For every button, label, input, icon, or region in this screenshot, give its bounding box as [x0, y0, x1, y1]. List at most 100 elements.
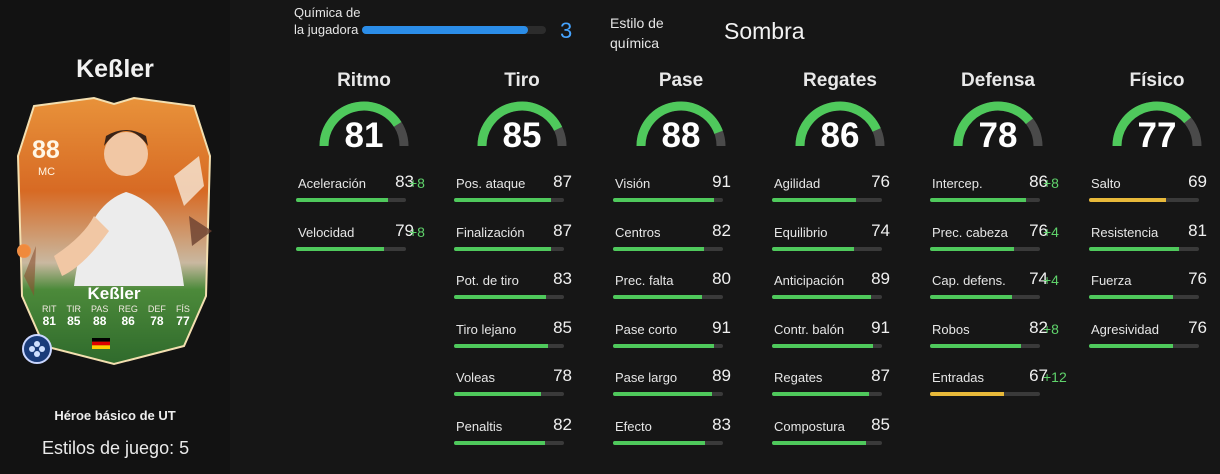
stat-list: Aceleración 83 +8 Velocidad 79 +8 [294, 172, 434, 271]
stat-list: Visión 91 Centros 82 Prec. falta 80 Pase corto… [611, 172, 751, 465]
stat-bar-fill [454, 198, 551, 202]
playstyles-count[interactable]: Estilos de juego: 5 [42, 438, 190, 458]
stat-bar-fill [1089, 198, 1166, 202]
stat-bar [772, 198, 882, 202]
stat-bar-fill [613, 392, 712, 396]
stat-row: Anticipación 89 [770, 269, 910, 320]
card-stat: DEF 78 [148, 304, 166, 328]
stat-value: 76 [1188, 317, 1207, 337]
stat-row: Agresividad 76 [1087, 317, 1220, 369]
stat-bar-fill [930, 295, 1013, 299]
stat-bar-fill [613, 343, 715, 348]
stat-value: 91 [712, 317, 731, 337]
stat-name: Efecto [615, 418, 652, 434]
stat-value: 82 [712, 220, 731, 240]
stat-group-value: 78 [978, 116, 1018, 155]
card-rating: 88 [32, 136, 60, 164]
stat-value: 76 [1029, 220, 1048, 240]
card-stat: REG 86 [118, 304, 138, 328]
stat-bar [772, 295, 882, 299]
stat-row: Regates 87 [770, 366, 910, 417]
stat-bar [454, 392, 564, 396]
chemistry-label: Química de la jugadora [294, 5, 361, 37]
card-rarity: Héroe básico de UT [54, 408, 176, 423]
stat-bar [613, 440, 723, 445]
card-stat-label: RIT [42, 304, 57, 314]
stat-bonus: +12 [1043, 369, 1067, 385]
stat-name: Fuerza [1091, 273, 1132, 288]
stat-value: 81 [1188, 220, 1207, 240]
stat-bonus: +4 [1043, 272, 1059, 288]
card-stat-value: 86 [121, 314, 135, 328]
player-card[interactable]: 88 MC Keßler RIT 81 TIR 85 PAS 88 REG 86 DEF… [14, 96, 214, 366]
stat-bar-fill [772, 246, 855, 251]
stat-bar [930, 198, 1040, 202]
chemistry-bar [362, 26, 546, 34]
stat-bar-fill [930, 343, 1022, 348]
stat-row: Centros 82 [611, 220, 751, 272]
stat-gauge [795, 101, 885, 147]
stat-bar [613, 295, 723, 299]
stat-list: Intercep. 86 +8 Prec. cabeza 76 +4 Cap. defens… [928, 172, 1068, 417]
stat-name: Pot. de tiro [456, 273, 519, 288]
stat-value: 83 [712, 414, 731, 434]
stat-value: 85 [553, 317, 572, 337]
stat-name: Penaltis [456, 418, 503, 434]
stat-name: Prec. falta [615, 273, 674, 288]
stat-row: Prec. cabeza 76 +4 [928, 220, 1068, 272]
stat-value: 74 [1029, 269, 1048, 288]
stat-name: Velocidad [298, 224, 355, 240]
stat-value: 82 [553, 414, 572, 434]
card-artwork [16, 96, 212, 366]
stat-name: Pase corto [615, 321, 678, 337]
stat-bar-fill [296, 198, 389, 202]
stat-bar-fill [613, 440, 706, 445]
stat-group-title: Pase [658, 70, 704, 91]
stat-bar [613, 198, 723, 202]
stat-value: 78 [553, 366, 572, 385]
stat-name: Voleas [456, 370, 496, 385]
stat-bar [930, 246, 1040, 251]
stat-bar [454, 246, 564, 251]
stat-value: 76 [871, 172, 890, 191]
stat-value: 83 [395, 172, 414, 191]
stat-group-title: Regates [803, 70, 877, 91]
stat-bar [613, 392, 723, 396]
chem-style-value[interactable]: Sombra [724, 18, 805, 44]
stat-bar-fill [1089, 343, 1174, 348]
stat-gauge [319, 101, 409, 147]
stat-name: Centros [615, 224, 661, 240]
stat-bonus: +8 [1043, 175, 1059, 191]
stat-name: Regates [774, 370, 823, 385]
stat-name: Equilibrio [774, 224, 828, 240]
stat-bar-fill [930, 246, 1015, 251]
stat-value: 76 [1188, 269, 1207, 288]
stat-bar [772, 440, 882, 445]
player-name: Keßler [76, 55, 154, 83]
stat-group-title: Defensa [961, 70, 1035, 91]
stat-bar [1089, 246, 1199, 251]
stat-row: Penaltis 82 [452, 414, 592, 466]
stat-group-value: 88 [661, 116, 701, 155]
stat-value: 69 [1188, 172, 1207, 191]
stat-bar-fill [454, 392, 541, 396]
player-panel: Keßler 88 MC Keßler [0, 0, 230, 474]
stat-name: Resistencia [1091, 224, 1159, 240]
stat-bar [454, 295, 564, 299]
card-stat-value: 88 [93, 314, 107, 328]
stat-value: 82 [1029, 317, 1048, 337]
club-badge-icon [22, 334, 52, 364]
stat-bar [454, 343, 564, 348]
stat-row: Pase corto 91 [611, 317, 751, 369]
stat-bar-fill [1089, 295, 1174, 299]
gauge-fill [795, 101, 881, 147]
stat-group-title: Ritmo [337, 70, 391, 91]
stat-row: Pase largo 89 [611, 366, 751, 417]
stat-name: Robos [932, 321, 970, 337]
stat-bar-fill [930, 392, 1005, 396]
chemistry-bar-fill [362, 26, 528, 34]
card-stat-value: 78 [150, 314, 164, 328]
stat-bar-fill [772, 295, 871, 299]
card-stat-label: TIR [66, 304, 82, 314]
card-chemistry-icon [17, 244, 31, 258]
